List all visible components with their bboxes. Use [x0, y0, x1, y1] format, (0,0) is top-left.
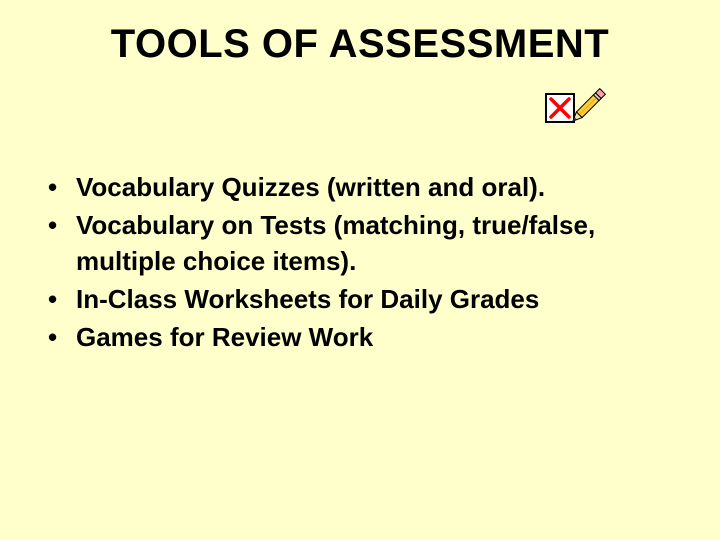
- bullet-item: Vocabulary Quizzes (written and oral).: [48, 170, 668, 206]
- bullet-item: Vocabulary on Tests (matching, true/fals…: [48, 208, 668, 280]
- bullet-list: Vocabulary Quizzes (written and oral). V…: [48, 170, 668, 357]
- slide-title: TOOLS OF ASSESSMENT: [0, 22, 720, 67]
- bullet-item: In-Class Worksheets for Daily Grades: [48, 282, 668, 318]
- slide: TOOLS OF ASSESSMENT Vocabulary Qu: [0, 0, 720, 540]
- pencil-icon: [563, 83, 611, 131]
- bullet-item: Games for Review Work: [48, 320, 668, 356]
- checkbox-pencil-icon: [545, 85, 605, 130]
